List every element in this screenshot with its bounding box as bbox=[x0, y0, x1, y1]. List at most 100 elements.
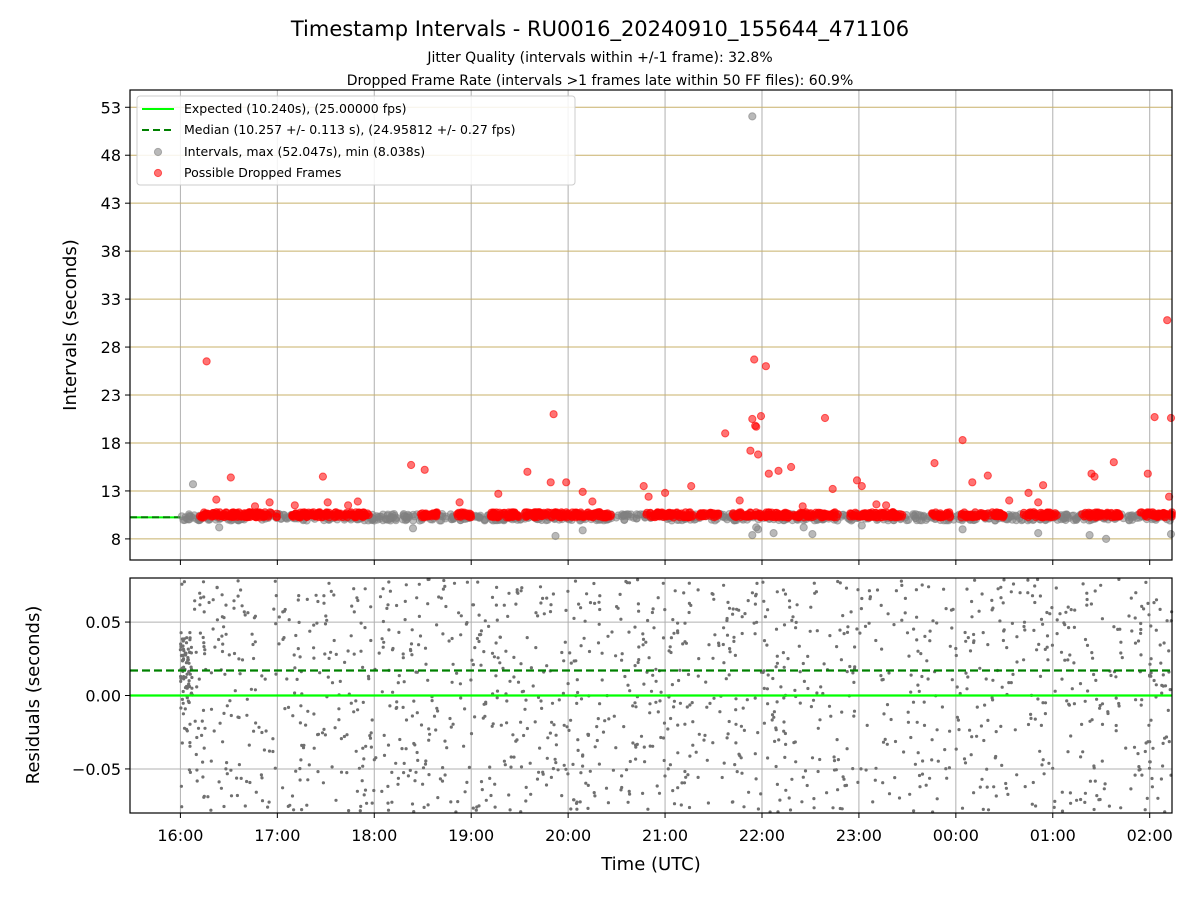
residual-point bbox=[195, 685, 199, 689]
residual-point bbox=[1064, 610, 1068, 614]
residual-point bbox=[355, 596, 359, 600]
residual-point bbox=[711, 656, 715, 660]
x-tick-label: 22:00 bbox=[739, 826, 785, 845]
residual-point bbox=[1114, 696, 1118, 700]
residual-point bbox=[713, 633, 717, 637]
residual-point bbox=[818, 718, 822, 722]
residual-point bbox=[1065, 699, 1069, 703]
residual-point bbox=[794, 620, 798, 625]
residual-point bbox=[471, 806, 475, 810]
residual-point bbox=[828, 634, 832, 638]
residual-point bbox=[1147, 613, 1151, 617]
residual-point bbox=[528, 761, 532, 765]
legend-dropped-label: Possible Dropped Frames bbox=[184, 165, 341, 180]
residual-point bbox=[482, 650, 486, 654]
residual-point bbox=[885, 703, 890, 707]
residual-point bbox=[935, 621, 939, 625]
residuals-y-ticks: 0.050.00−0.05 bbox=[72, 613, 130, 779]
residual-point bbox=[838, 628, 842, 632]
residual-point bbox=[900, 583, 904, 588]
residual-point bbox=[696, 674, 700, 678]
residual-point bbox=[294, 769, 298, 773]
residual-point bbox=[250, 632, 254, 636]
residual-point bbox=[986, 718, 990, 723]
residual-point bbox=[1167, 649, 1171, 653]
residual-point bbox=[566, 682, 570, 686]
residual-point bbox=[316, 599, 320, 604]
residual-point bbox=[568, 651, 572, 655]
residual-point bbox=[553, 757, 557, 761]
residual-point bbox=[356, 598, 360, 603]
residual-point bbox=[669, 650, 673, 655]
residual-point bbox=[887, 671, 891, 675]
residual-point bbox=[683, 621, 687, 625]
residual-point bbox=[539, 699, 543, 703]
residual-point bbox=[281, 786, 285, 790]
residual-point bbox=[774, 728, 778, 732]
residual-point bbox=[948, 729, 952, 733]
residual-point bbox=[603, 719, 607, 723]
residual-point bbox=[935, 728, 939, 732]
residual-point bbox=[566, 772, 570, 776]
residual-point bbox=[800, 800, 804, 804]
residual-point bbox=[329, 589, 333, 594]
residual-point bbox=[1042, 772, 1046, 776]
residual-point bbox=[412, 741, 416, 746]
residual-point bbox=[221, 642, 225, 646]
residual-point bbox=[540, 706, 544, 711]
residual-point bbox=[636, 578, 640, 582]
residual-point bbox=[731, 607, 735, 611]
residual-point bbox=[259, 773, 263, 777]
residual-point bbox=[200, 733, 204, 738]
residual-point bbox=[893, 739, 898, 744]
residual-point bbox=[705, 705, 709, 709]
dropped-frame-outlier bbox=[407, 460, 416, 470]
residual-point bbox=[426, 602, 430, 606]
residual-point bbox=[1140, 773, 1144, 777]
residual-point bbox=[329, 650, 333, 654]
dropped-frame-point bbox=[551, 508, 560, 517]
residual-point bbox=[942, 587, 946, 591]
residual-point bbox=[1117, 701, 1121, 706]
residual-point bbox=[805, 783, 809, 788]
residual-point bbox=[182, 649, 186, 653]
residual-point bbox=[658, 699, 662, 703]
residual-point bbox=[741, 706, 745, 710]
residual-point bbox=[1117, 577, 1121, 582]
dropped-frame-point bbox=[304, 511, 313, 520]
residual-point bbox=[887, 792, 892, 796]
residual-point bbox=[181, 644, 185, 648]
residual-point bbox=[381, 619, 385, 624]
residual-point bbox=[610, 630, 614, 634]
residual-point bbox=[229, 768, 233, 772]
residual-point bbox=[821, 691, 825, 696]
residual-point bbox=[1050, 643, 1054, 647]
residual-point bbox=[637, 658, 641, 662]
residual-point bbox=[187, 661, 191, 665]
residual-point bbox=[509, 765, 513, 769]
intervals-y-tick-label: 38 bbox=[101, 242, 121, 261]
residual-point bbox=[1058, 612, 1062, 616]
residual-point bbox=[691, 743, 695, 747]
residual-point bbox=[224, 603, 228, 607]
residual-point bbox=[562, 723, 566, 727]
residual-point bbox=[1109, 673, 1113, 678]
residual-point bbox=[490, 595, 495, 600]
residual-point bbox=[669, 636, 674, 640]
residual-point bbox=[1000, 763, 1004, 768]
residual-point bbox=[598, 702, 602, 706]
dropped-frame-outlier bbox=[820, 413, 830, 423]
residual-point bbox=[912, 809, 916, 813]
residual-point bbox=[473, 715, 477, 719]
residual-point bbox=[954, 653, 958, 658]
residual-point bbox=[671, 618, 675, 622]
interval-outlier bbox=[748, 112, 757, 121]
interval-outlier bbox=[748, 531, 757, 540]
residual-point bbox=[342, 734, 346, 739]
residual-point bbox=[619, 617, 623, 621]
residual-point bbox=[287, 618, 291, 622]
dropped-frame-outlier bbox=[250, 502, 260, 511]
residual-point bbox=[370, 801, 374, 805]
residual-point bbox=[1068, 653, 1072, 657]
residual-point bbox=[372, 788, 376, 793]
